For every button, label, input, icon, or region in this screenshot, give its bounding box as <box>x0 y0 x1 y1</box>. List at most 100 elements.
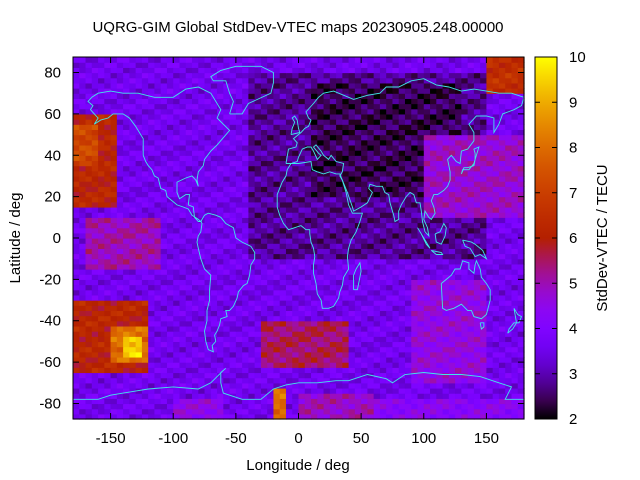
heatmap-cell <box>223 108 231 115</box>
heatmap-cell <box>204 294 212 301</box>
heatmap-cell <box>185 367 193 374</box>
heatmap-cell <box>336 331 343 337</box>
heatmap-cell <box>273 393 281 399</box>
heatmap-cell <box>442 367 450 374</box>
heatmap-cell <box>373 408 381 415</box>
heatmap-cell <box>342 144 350 151</box>
heatmap-cell <box>298 346 306 353</box>
heatmap-cell <box>480 124 488 130</box>
heatmap-cell <box>517 67 525 74</box>
heatmap-cell <box>141 320 149 327</box>
heatmap-cell <box>430 372 437 379</box>
heatmap-cell <box>323 398 331 405</box>
heatmap-cell <box>104 346 112 353</box>
heatmap-cell <box>85 341 93 348</box>
heatmap-cell <box>411 336 419 343</box>
heatmap-cell <box>98 336 105 343</box>
heatmap-cell <box>448 201 456 208</box>
heatmap-cell <box>511 398 519 405</box>
heatmap-cell <box>398 382 406 389</box>
heatmap-cell <box>361 144 368 151</box>
heatmap-cell <box>229 119 237 125</box>
heatmap-cell <box>229 144 237 151</box>
heatmap-cell <box>79 139 87 146</box>
heatmap-cell <box>242 238 249 244</box>
heatmap-cell <box>379 284 387 291</box>
heatmap-cell <box>123 403 130 410</box>
heatmap-cell <box>423 196 431 203</box>
heatmap-cell <box>329 98 337 105</box>
heatmap-cell <box>323 315 331 322</box>
heatmap-cell <box>417 72 425 79</box>
heatmap-cell <box>166 108 174 115</box>
heatmap-cell <box>141 248 149 255</box>
heatmap-cell <box>373 362 381 368</box>
heatmap-cell <box>461 144 469 151</box>
heatmap-cell <box>361 331 368 337</box>
heatmap-cell <box>85 413 93 420</box>
heatmap-cell <box>398 88 406 94</box>
heatmap-cell <box>448 248 456 255</box>
heatmap-cell <box>166 263 174 270</box>
heatmap-cell <box>104 67 112 74</box>
heatmap-cell <box>486 263 494 270</box>
heatmap-cell <box>411 408 419 415</box>
heatmap-cell <box>448 341 456 348</box>
heatmap-cell <box>492 305 500 311</box>
heatmap-cell <box>116 181 124 187</box>
heatmap-cell <box>398 181 406 187</box>
heatmap-cell <box>160 284 168 291</box>
heatmap-cell <box>448 351 456 358</box>
heatmap-cell <box>166 362 174 368</box>
heatmap-cell <box>461 77 469 84</box>
heatmap-cell <box>73 88 80 94</box>
heatmap-cell <box>85 238 93 244</box>
heatmap-cell <box>304 248 312 255</box>
heatmap-cell <box>348 113 356 120</box>
heatmap-cell <box>392 269 400 275</box>
heatmap-cell <box>505 103 513 110</box>
heatmap-cell <box>204 393 212 399</box>
heatmap-cell <box>123 227 130 234</box>
heatmap-cell <box>442 129 450 136</box>
heatmap-cell <box>91 175 99 182</box>
heatmap-cell <box>373 356 381 363</box>
heatmap-cell <box>229 341 237 348</box>
heatmap-cell <box>73 253 80 260</box>
heatmap-cell <box>135 310 143 317</box>
heatmap-cell <box>323 196 331 203</box>
heatmap-cell <box>304 124 312 130</box>
heatmap-cell <box>329 387 337 394</box>
heatmap-cell <box>141 403 149 410</box>
heatmap-cell <box>123 212 130 218</box>
heatmap-cell <box>367 248 375 255</box>
heatmap-cell <box>235 212 243 218</box>
heatmap-cell <box>192 139 199 146</box>
heatmap-cell <box>298 139 306 146</box>
heatmap-cell <box>154 393 162 399</box>
heatmap-cell <box>498 150 506 156</box>
heatmap-cell <box>116 346 124 353</box>
heatmap-cell <box>104 103 112 110</box>
heatmap-cell <box>160 382 168 389</box>
heatmap-cell <box>248 206 256 213</box>
heatmap-cell <box>135 232 143 239</box>
heatmap-cell <box>379 300 387 306</box>
heatmap-cell <box>417 155 425 162</box>
heatmap-cell <box>179 134 187 141</box>
heatmap-cell <box>417 186 425 193</box>
heatmap-cell <box>486 258 494 265</box>
heatmap-cell <box>411 274 419 280</box>
heatmap-cell <box>135 243 143 249</box>
heatmap-cell <box>486 351 494 358</box>
heatmap-cell <box>486 243 494 249</box>
heatmap-cell <box>517 320 525 327</box>
heatmap-cell <box>480 227 488 234</box>
heatmap-cell <box>361 377 368 384</box>
heatmap-cell <box>461 398 469 405</box>
heatmap-cell <box>229 284 237 291</box>
heatmap-cell <box>210 186 218 193</box>
heatmap-cell <box>116 119 124 125</box>
heatmap-cell <box>336 279 343 286</box>
heatmap-cell <box>166 289 174 296</box>
